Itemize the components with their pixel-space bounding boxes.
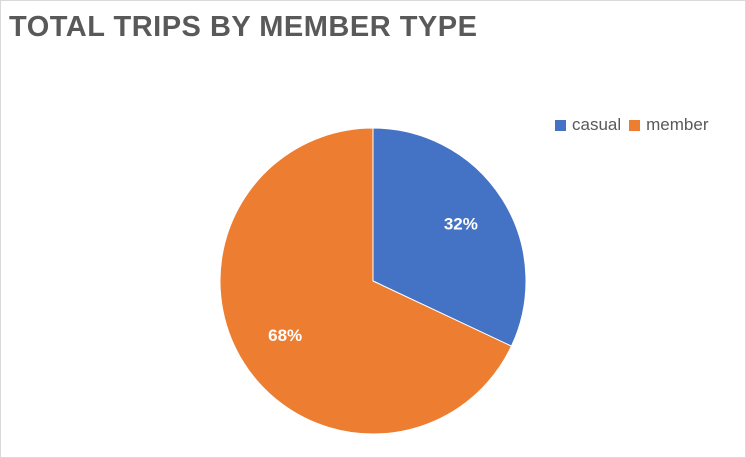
data-label-member: 68%: [268, 326, 302, 345]
legend-swatch-member: [629, 119, 641, 131]
legend-item-member: member: [629, 115, 709, 135]
pie-slice-casual: [372, 127, 527, 347]
chart-legend: casual member: [555, 115, 709, 135]
legend-label-casual: casual: [572, 115, 622, 134]
pie-slice-member: [219, 127, 513, 435]
legend-swatch-casual: [555, 119, 566, 131]
legend-item-casual: casual: [555, 115, 621, 135]
chart-title: TOTAL TRIPS BY MEMBER TYPE: [9, 11, 478, 43]
data-label-casual: 32%: [444, 215, 478, 234]
legend-label-member: member: [646, 115, 709, 134]
